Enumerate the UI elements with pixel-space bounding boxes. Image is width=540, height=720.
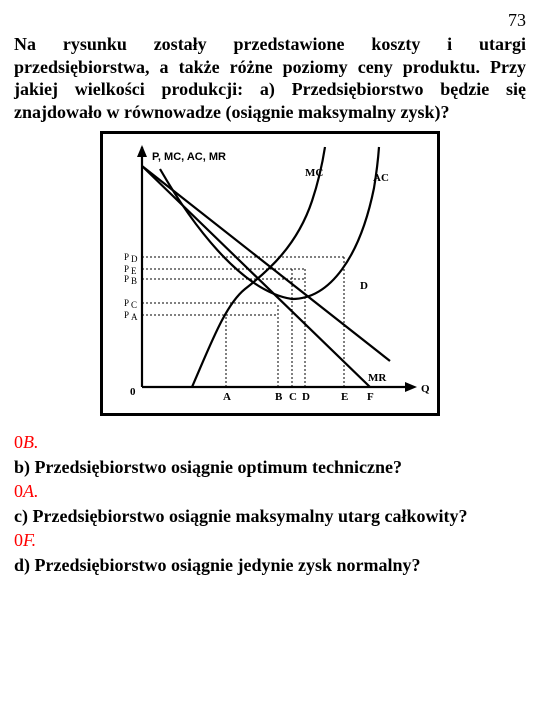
answer-b-text: b) Przedsiębiorstwo osiągnie optimum tec… xyxy=(14,456,526,479)
economics-chart: P, MC, AC, MRMCACMRDPDPEPBPCPAABCDEF0Q xyxy=(14,131,526,421)
svg-text:P: P xyxy=(124,252,129,262)
svg-text:A: A xyxy=(131,312,138,322)
svg-text:P: P xyxy=(124,298,129,308)
svg-text:MC: MC xyxy=(305,167,323,179)
svg-text:0: 0 xyxy=(130,386,136,398)
answers-block: 0B. b) Przedsiębiorstwo osiągnie optimum… xyxy=(14,431,526,576)
svg-text:B: B xyxy=(275,391,283,403)
answer-c-value: 0F. xyxy=(14,529,526,552)
svg-text:P: P xyxy=(124,274,129,284)
answer-b-value: 0A. xyxy=(14,480,526,503)
answer-a-value: 0B. xyxy=(14,431,526,454)
svg-text:Q: Q xyxy=(421,383,430,395)
answer-c-text: c) Przedsiębiorstwo osiągnie maksymalny … xyxy=(14,505,526,528)
svg-text:P, MC, AC, MR: P, MC, AC, MR xyxy=(152,151,226,163)
svg-text:C: C xyxy=(131,300,137,310)
svg-text:C: C xyxy=(289,391,297,403)
svg-text:E: E xyxy=(341,391,348,403)
svg-text:A: A xyxy=(223,391,231,403)
svg-text:F: F xyxy=(367,391,374,403)
svg-text:D: D xyxy=(302,391,310,403)
svg-text:E: E xyxy=(131,266,137,276)
page-number: 73 xyxy=(14,10,526,31)
svg-text:MR: MR xyxy=(368,372,387,384)
question-text: Na rysunku zostały przedstawione koszty … xyxy=(14,33,526,123)
svg-text:P: P xyxy=(124,264,129,274)
chart-svg: P, MC, AC, MRMCACMRDPDPEPBPCPAABCDEF0Q xyxy=(100,131,440,416)
svg-text:D: D xyxy=(131,254,138,264)
svg-text:AC: AC xyxy=(373,172,389,184)
svg-text:B: B xyxy=(131,276,137,286)
answer-d-text: d) Przedsiębiorstwo osiągnie jedynie zys… xyxy=(14,554,526,577)
svg-text:P: P xyxy=(124,310,129,320)
svg-text:D: D xyxy=(360,280,368,292)
